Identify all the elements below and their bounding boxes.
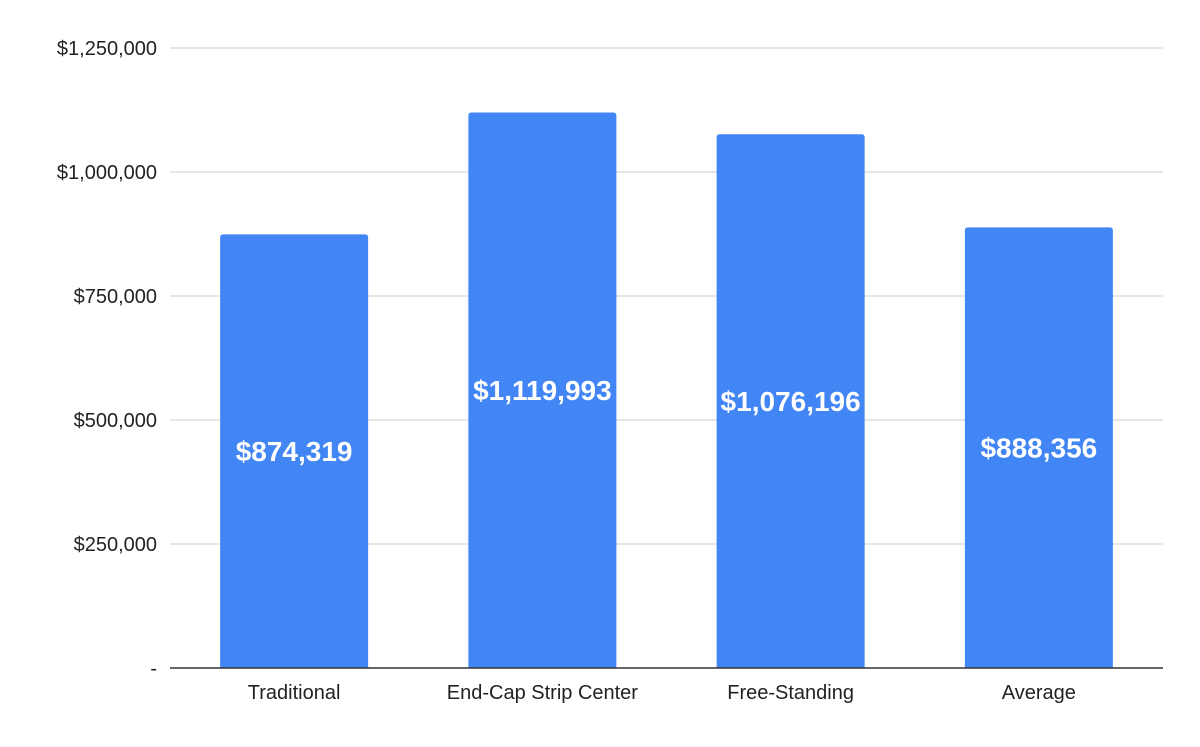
y-tick-label: $500,000 xyxy=(74,410,157,432)
x-category-label: Free-Standing xyxy=(727,682,854,704)
bar xyxy=(220,234,369,668)
bar xyxy=(964,227,1113,668)
bar xyxy=(716,134,865,668)
bars: $874,319 $1,119,993 $1,076,196 $888,356 xyxy=(220,112,1113,669)
y-tick-label: - xyxy=(150,658,157,680)
bar-data-label: $1,076,196 xyxy=(721,386,861,417)
x-axis-category-labels: Traditional End-Cap Strip Center Free-Stan… xyxy=(248,682,1076,704)
y-tick-label: $1,000,000 xyxy=(57,162,157,184)
bar xyxy=(468,112,617,669)
bar-data-label: $1,119,993 xyxy=(473,375,612,406)
y-tick-label: $750,000 xyxy=(74,286,157,308)
y-tick-label: $1,250,000 xyxy=(57,38,157,60)
y-axis-tick-labels: - $250,000 $500,000 $750,000 $1,000,000 $1,25… xyxy=(57,38,157,680)
x-category-label: Average xyxy=(1002,682,1076,704)
x-category-label: Traditional xyxy=(248,682,341,704)
y-tick-label: $250,000 xyxy=(74,534,157,556)
bar-data-label: $874,319 xyxy=(236,436,353,467)
bar-data-label: $888,356 xyxy=(980,433,1097,464)
x-category-label: End-Cap Strip Center xyxy=(447,682,639,704)
